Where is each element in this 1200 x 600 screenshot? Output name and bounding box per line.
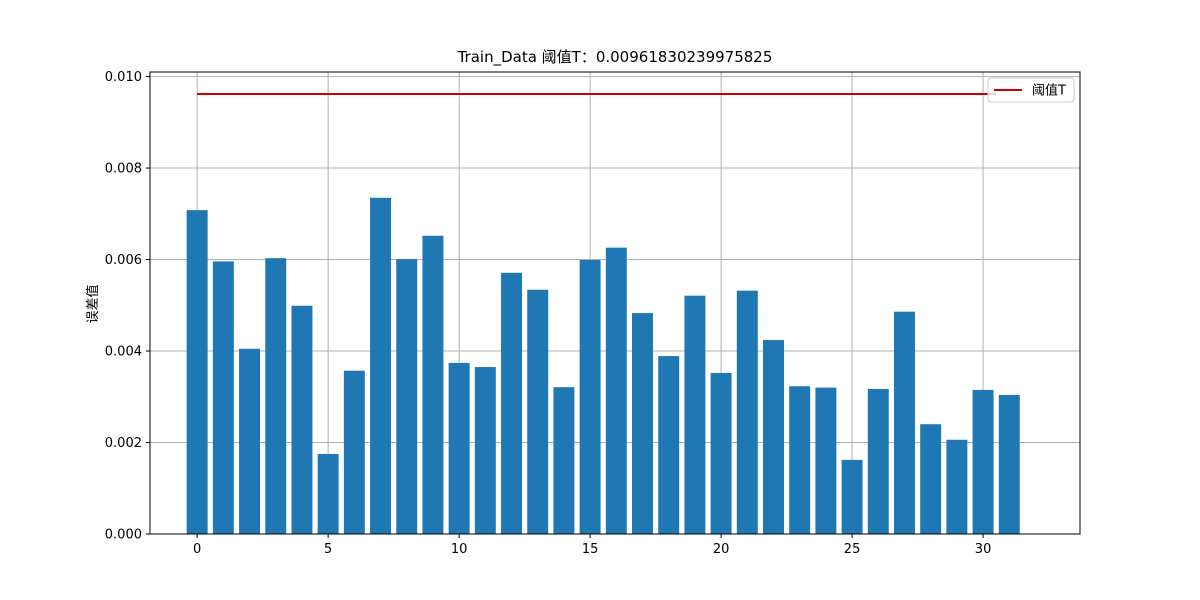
bar [501,272,522,534]
bar [579,260,601,534]
bar [370,197,392,534]
bar [186,210,208,534]
bar [422,235,444,534]
x-tick-label: 20 [713,542,730,557]
y-tick-label: 0.008 [105,162,142,177]
x-tick-label: 0 [193,542,201,557]
bar [396,259,418,534]
x-tick-label: 25 [844,542,861,557]
bar [291,305,313,534]
bar [946,439,968,534]
bars-group [186,197,1020,534]
bar [789,386,811,534]
bar [736,290,758,534]
bar [867,388,889,534]
bar [632,313,653,534]
y-axis-label: 误差值 [85,284,101,323]
x-tick-label: 10 [451,542,468,557]
bar [265,258,287,534]
bar [527,289,549,534]
bar [684,295,706,534]
x-tick-label: 15 [582,542,599,557]
legend-box [987,77,1075,103]
legend: 阈值T [987,77,1075,103]
y-tick-label: 0.006 [105,253,142,268]
axes-frame [149,71,1081,535]
bar [920,424,942,534]
tick-labels: 0 5 10 15 20 25 30 0.000 0.002 0.004 0.006 0.008 0.0… [105,70,992,557]
y-tick-label: 0.002 [105,436,142,451]
bar [815,387,837,534]
bar [841,459,863,534]
bar [998,394,1020,534]
bar [553,387,575,534]
bar [710,372,732,534]
bar [212,261,234,534]
y-tick-label: 0.004 [105,345,142,360]
bar [474,367,496,534]
bar [343,370,365,534]
bar [605,247,627,534]
bar [658,356,680,534]
x-tick-label: 5 [324,542,332,557]
bar [763,340,784,534]
bar [894,311,915,534]
y-tick-label: 0.000 [105,528,142,543]
bar [972,389,994,534]
y-tick-label: 0.010 [105,70,142,85]
chart-title: Train_Data 阈值T：0.00961830239975825 [457,48,773,67]
bar [448,362,470,534]
plot-frame [149,71,1081,535]
legend-label: 阈值T [1032,83,1066,99]
x-tick-label: 30 [975,542,992,557]
bar [317,453,339,534]
bar [239,348,261,534]
